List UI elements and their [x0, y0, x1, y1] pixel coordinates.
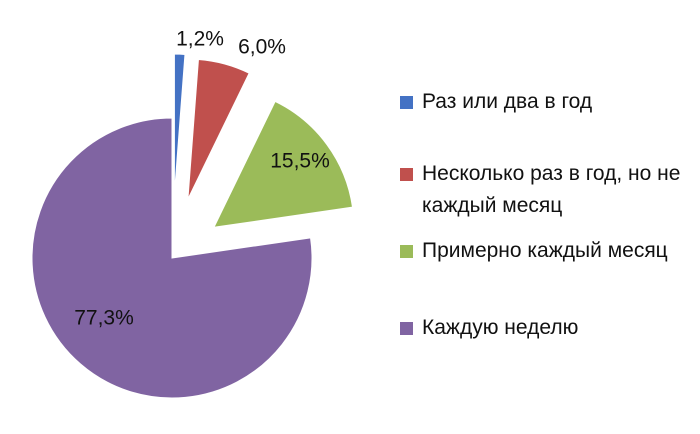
legend-label-yearly: Раз или два в год	[422, 90, 593, 113]
legend-item-several-times: Несколько раз в год, но не каждый месяц	[400, 158, 690, 222]
data-label-weekly: 77,3%	[74, 307, 134, 330]
legend-swatch-several-times	[400, 168, 413, 181]
pie-slice-yearly	[173, 53, 186, 195]
data-label-yearly: 1,2%	[176, 28, 224, 51]
legend-item-monthly: Примерно каждый месяц	[400, 235, 690, 267]
legend-swatch-yearly	[400, 96, 413, 109]
legend-item-yearly: Раз или два в год	[400, 86, 690, 118]
pie-slices	[31, 53, 354, 399]
data-label-several-times: 6,0%	[238, 36, 286, 59]
legend-item-weekly: Каждую неделю	[400, 312, 690, 344]
data-label-monthly: 15,5%	[270, 150, 330, 173]
pie-slice-monthly	[213, 100, 354, 228]
pie-data-labels: 1,2% 6,0% 15,5% 77,3%	[74, 28, 330, 330]
legend-label-weekly: Каждую неделю	[422, 316, 579, 339]
pie-slice-weekly	[31, 117, 313, 399]
legend-swatch-weekly	[400, 322, 413, 335]
legend-swatch-monthly	[400, 245, 413, 258]
legend-label-several-times: Несколько раз в год, но не каждый месяц	[422, 162, 681, 217]
legend-label-monthly: Примерно каждый месяц	[422, 239, 668, 262]
pie-slice-several-times	[187, 58, 250, 200]
